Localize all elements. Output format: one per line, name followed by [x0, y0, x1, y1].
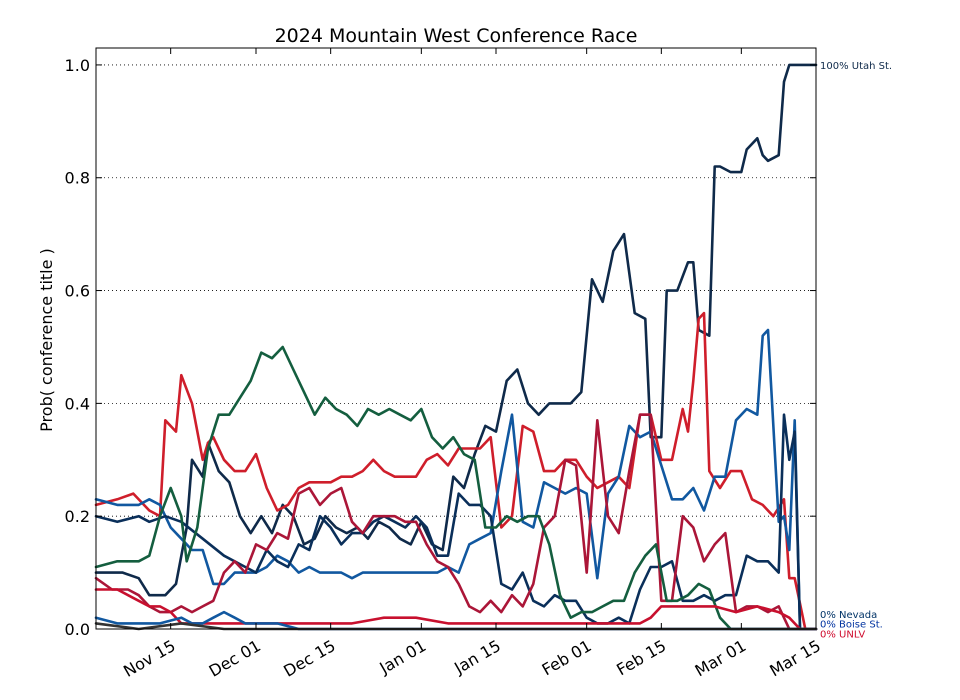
x-tick-label: Feb 01: [539, 636, 595, 679]
x-axis-ticks: Nov 15 Dec 01 Dec 15 Jan 01 Jan 15 Feb 01 Feb …: [120, 48, 824, 681]
y-axis-ticks: 0.0 0.2 0.4 0.6 0.8 1.0: [65, 56, 816, 639]
series-line-utah-st: [94, 63, 818, 597]
x-tick-label: Nov 15: [120, 636, 179, 681]
x-tick-label: Feb 15: [613, 636, 669, 679]
series-line-wyoming: [94, 610, 818, 631]
series-line-nevada: [94, 413, 818, 631]
x-tick-label: Jan 01: [376, 636, 430, 678]
end-label: 100% Utah St.: [820, 61, 892, 72]
x-tick-label: Dec 01: [206, 636, 264, 681]
x-tick-label: Mar 15: [766, 636, 824, 680]
plot-frame: [95, 47, 817, 630]
end-label: 0% UNLV: [820, 630, 865, 641]
x-tick-label: Dec 15: [280, 636, 338, 681]
y-tick-label: 1.0: [65, 56, 90, 75]
y-tick-label: 0.8: [65, 169, 90, 188]
series-line-san-diego-st: [94, 588, 818, 631]
x-tick-label: Jan 15: [450, 636, 504, 678]
series-line-new-mexico: [94, 413, 818, 631]
y-tick-label: 0.0: [65, 620, 90, 639]
series-line-colorado-st: [94, 345, 818, 631]
chart-title: 2024 Mountain West Conference Race: [275, 25, 638, 47]
end-label: 0% Boise St.: [820, 619, 883, 630]
y-tick-label: 0.4: [65, 394, 90, 413]
y-axis-label: Prob( conference title ): [37, 248, 56, 432]
end-label: 0% Nevada: [820, 610, 877, 621]
series-lines: [94, 63, 818, 631]
y-tick-label: 0.6: [65, 282, 90, 301]
y-tick-label: 0.2: [65, 507, 90, 526]
series-line-boise-st: [94, 328, 818, 631]
grid-lines: [96, 64, 816, 517]
series-line-unlv: [94, 311, 818, 631]
x-tick-label: Mar 01: [692, 636, 750, 680]
